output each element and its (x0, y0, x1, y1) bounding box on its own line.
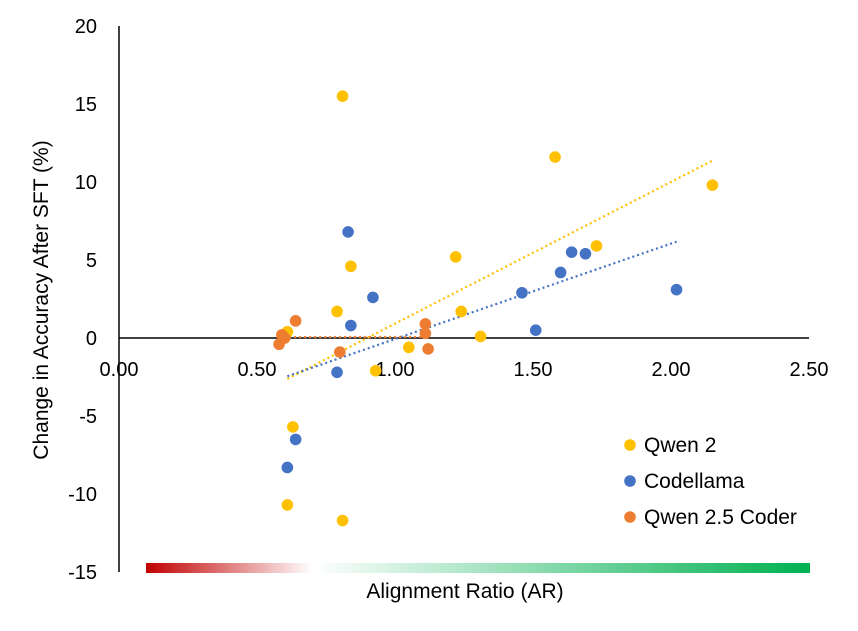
data-point (336, 90, 349, 102)
legend: Qwen 2 Codellama Qwen 2.5 Coder (624, 434, 797, 529)
legend-marker (624, 511, 636, 523)
data-point (336, 514, 349, 527)
x-tick-label: 2.00 (652, 359, 691, 381)
data-point (706, 179, 719, 191)
data-points (273, 90, 719, 527)
x-tick-label: 1.50 (514, 359, 553, 381)
data-point (419, 318, 432, 330)
y-tick-label: 5 (86, 250, 97, 272)
data-point (369, 364, 382, 377)
x-tick-label: 0.00 (100, 359, 139, 381)
data-point (422, 343, 434, 355)
data-point (403, 341, 415, 354)
data-point (367, 291, 379, 304)
data-point (289, 315, 302, 327)
data-point (419, 327, 432, 340)
alignment-ratio-gradient-bar (146, 563, 810, 573)
data-point (455, 305, 468, 318)
data-point (278, 332, 291, 344)
y-tick-label: -15 (68, 562, 97, 584)
legend-label: Qwen 2.5 Coder (644, 506, 797, 529)
trendlines (279, 159, 713, 380)
data-point (345, 260, 357, 273)
trendline (287, 240, 677, 378)
axes (118, 26, 809, 572)
legend-marker (624, 439, 636, 451)
data-point (529, 324, 542, 337)
legend-label: Codellama (644, 470, 745, 493)
y-tick-label: 0 (86, 328, 97, 350)
data-point (579, 247, 592, 260)
data-point (449, 251, 462, 263)
data-point (287, 421, 299, 433)
y-axis-title: Change in Accuracy After SFT (%) (30, 140, 53, 459)
y-tick-label: -5 (79, 406, 97, 428)
data-point (281, 461, 294, 474)
data-point (516, 286, 528, 299)
data-point (342, 226, 354, 238)
x-tick-label: 1.00 (376, 359, 415, 381)
data-point (565, 246, 578, 258)
legend-label: Qwen 2 (644, 434, 716, 457)
x-tick-label: 2.50 (790, 359, 829, 381)
y-tick-label: -10 (68, 484, 97, 506)
y-tick-label: 15 (75, 94, 97, 116)
x-tick-label: 0.50 (238, 359, 277, 381)
data-point (474, 330, 487, 343)
x-axis-title: Alignment Ratio (AR) (366, 580, 563, 603)
tick-labels: 0.00 0.50 1.00 1.50 2.00 2.50 20 15 10 5 0 -5 -10 -15 (68, 16, 828, 584)
y-tick-label: 20 (75, 16, 97, 38)
data-point (281, 499, 294, 511)
data-point (331, 305, 343, 318)
y-tick-label: 10 (75, 172, 97, 194)
data-point (289, 433, 302, 446)
data-point (670, 283, 683, 296)
data-point (554, 266, 567, 279)
data-point (331, 366, 343, 379)
data-point (334, 346, 346, 358)
legend-marker (624, 475, 636, 487)
data-point (345, 319, 357, 332)
data-point (549, 151, 561, 163)
data-point (590, 240, 603, 252)
